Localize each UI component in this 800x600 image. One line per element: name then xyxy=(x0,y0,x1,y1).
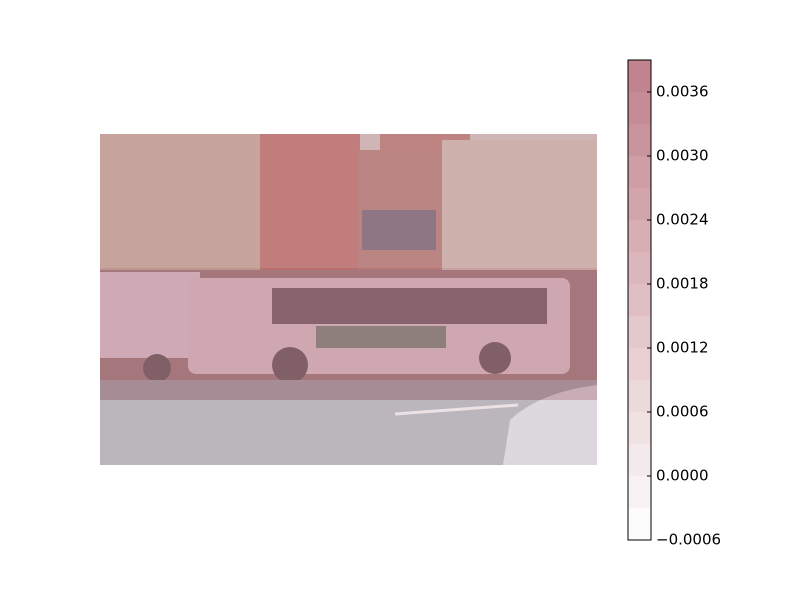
colorbar-band xyxy=(628,476,651,508)
colorbar-band xyxy=(628,444,651,476)
colorbar-band xyxy=(628,508,651,540)
colorbar-tick-label: −0.0006 xyxy=(656,531,721,549)
heat-cell xyxy=(100,134,597,268)
heat-cell xyxy=(100,268,597,400)
colorbar-band xyxy=(628,252,651,284)
colorbar-band xyxy=(628,188,651,220)
colorbar-band xyxy=(628,348,651,380)
colorbar-band xyxy=(628,60,651,92)
colorbar-band xyxy=(628,156,651,188)
colorbar-tick-label: 0.0030 xyxy=(656,147,709,165)
colorbar-band xyxy=(628,380,651,412)
colorbar-tick-label: 0.0024 xyxy=(656,211,709,229)
colorbar-frame xyxy=(627,59,652,541)
heat-overlay xyxy=(100,134,597,465)
colorbar-band xyxy=(628,124,651,156)
colorbar-band xyxy=(628,92,651,124)
colorbar-band xyxy=(628,316,651,348)
colorbar-tick-label: 0.0000 xyxy=(656,467,709,485)
colorbar-band xyxy=(628,412,651,444)
colorbar-tick-label: 0.0036 xyxy=(656,83,709,101)
colorbar-tick-label: 0.0012 xyxy=(656,339,709,357)
colorbar: −0.0006 0.0000 0.0006 0.0012 0.0018 0.0024 0.0… xyxy=(627,59,721,549)
colorbar-band xyxy=(628,284,651,316)
colorbar-tick-label: 0.0018 xyxy=(656,275,709,293)
colorbar-tick-label: 0.0006 xyxy=(656,403,709,421)
heat-cell xyxy=(100,400,597,465)
colorbar-band xyxy=(628,220,651,252)
